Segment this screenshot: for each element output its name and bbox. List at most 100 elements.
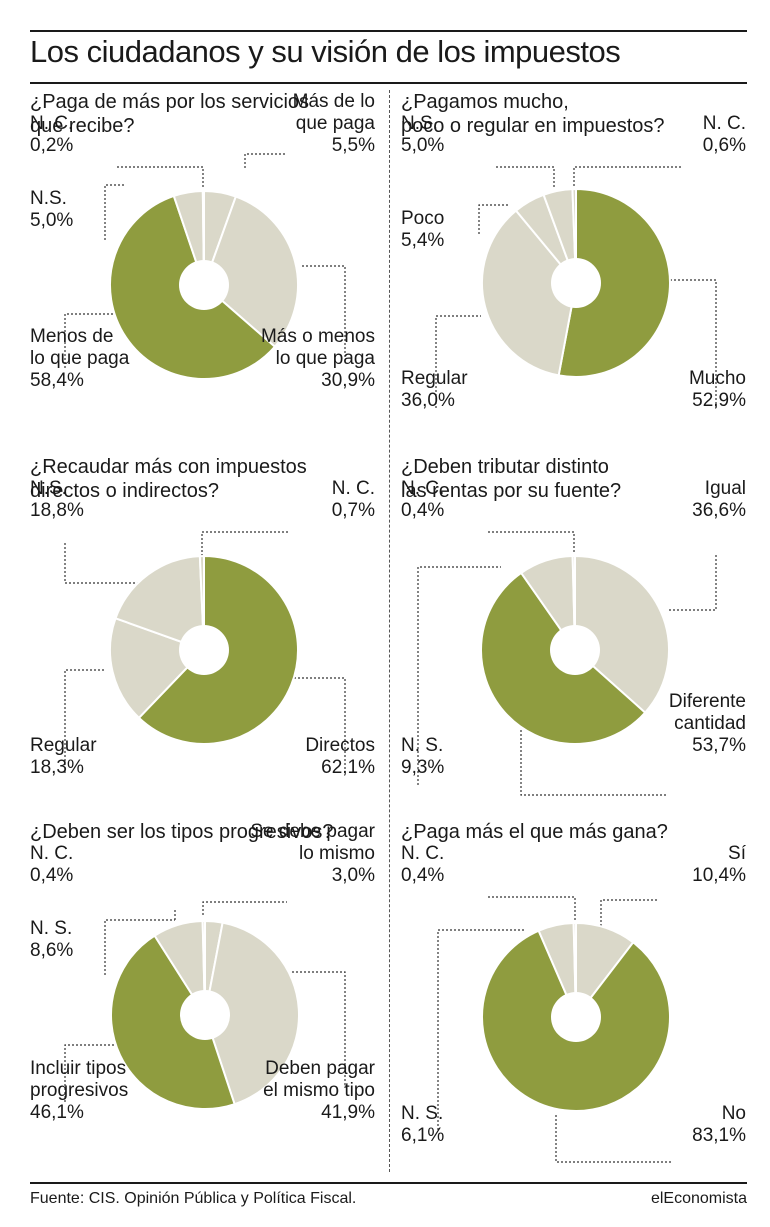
slice-name: N. S. — [401, 1103, 444, 1124]
leader-line — [600, 899, 658, 930]
slice-label-n-c: N. C. 0,7% — [332, 478, 375, 522]
slice-name: N. S. — [401, 735, 444, 756]
leader-line — [573, 166, 681, 186]
chart-question: ¿Deben ser los tipos progresivos? — [30, 821, 334, 843]
slice-label-igual: Igual 36,6% — [692, 478, 746, 522]
slice-label-n-c: N. C. 0,4% — [30, 843, 73, 887]
title-rule — [30, 82, 747, 84]
slice-regular — [481, 209, 578, 377]
chart-question: ¿Paga más el que más gana? — [401, 821, 668, 843]
slice-value: 8,6% — [30, 940, 74, 961]
leader-line — [302, 265, 346, 358]
chart-panel-5: ¿Deben ser los tipos progresivos? Se debe… — [30, 820, 375, 1190]
slice-value: 53,7% — [692, 735, 746, 756]
leader-line — [64, 313, 127, 368]
leader-line — [486, 896, 576, 920]
slice-label-regular: Regular 18,3% — [30, 735, 97, 779]
slice-label-n-c: N. C. 0,6% — [703, 113, 746, 157]
leader-line — [64, 669, 105, 773]
donut-chart — [437, 896, 671, 1163]
slice-value: 41,9% — [321, 1102, 375, 1123]
slice-name: Menos de lo que paga — [30, 326, 130, 369]
leader-line — [244, 153, 287, 168]
slice-name: Se debe pagar lo mismo — [250, 821, 375, 864]
leader-line — [520, 730, 666, 796]
slice-name: Regular — [30, 735, 97, 756]
slice-value: 0,4% — [401, 865, 445, 886]
slice-label-ns: N.S. 18,8% — [30, 478, 84, 522]
leader-line — [668, 555, 717, 611]
slice-value: 36,0% — [401, 390, 455, 411]
leader-line — [435, 315, 481, 408]
slice-name: Más o menos lo que paga — [260, 326, 375, 369]
slice-name: Incluir tipos progresivos — [30, 1058, 129, 1101]
chart-question: ¿Paga de más por los servicios que recib… — [30, 91, 310, 137]
slice-value: 3,0% — [331, 865, 375, 886]
leader-line — [667, 279, 717, 408]
slice-label-más-de-lo-que-paga: Más de lo que paga 5,5% — [293, 91, 375, 157]
leader-line — [417, 566, 501, 785]
slice-label-poco: Poco 5,4% — [401, 208, 444, 252]
chart-panel-6: ¿Paga más el que más gana? Sí 10,4% No 83,1%… — [401, 820, 746, 1190]
leader-line — [292, 971, 346, 1088]
page-title: Los ciudadanos y su visión de los impues… — [30, 34, 621, 69]
leader-line — [202, 901, 287, 915]
slice-name: No — [721, 1103, 746, 1124]
top-rule — [30, 30, 747, 32]
slice-value: 10,4% — [692, 865, 746, 886]
slice-label-se-debe-pagar-lo-mismo: Se debe pagar lo mismo 3,0% — [250, 821, 375, 887]
slice-label-n-c: N. C. 0,4% — [401, 843, 444, 887]
slice-name: N. C. — [30, 843, 74, 864]
slice-name: Diferente cantidad — [668, 691, 746, 734]
slice-value: 5,0% — [401, 135, 445, 156]
leader-line — [104, 184, 125, 240]
donut-chart — [435, 166, 717, 408]
slice-label-no: No 83,1% — [692, 1103, 746, 1147]
slice-name: N.S. — [30, 478, 67, 499]
slice-value: 0,4% — [401, 500, 445, 521]
slice-value: 83,1% — [692, 1125, 746, 1146]
slice-label-directos: Directos 62,1% — [305, 735, 375, 779]
slice-value: 5,4% — [401, 230, 445, 251]
slice-name: N.S. — [401, 113, 438, 134]
slice-label-deben-pagar-el-mismo-tipo: Deben pagar el mismo tipo 41,9% — [263, 1058, 375, 1124]
slice-mucho — [557, 187, 671, 378]
leader-line — [115, 166, 204, 187]
slice-value: 46,1% — [30, 1102, 84, 1123]
leader-line — [496, 166, 555, 187]
bottom-rule — [30, 1182, 747, 1184]
donut-hole — [180, 990, 230, 1040]
donut-hole — [179, 625, 229, 675]
slice-deben-pagar-el-mismo-tipo — [203, 921, 300, 1106]
slice-label-n-s: N. S. 8,6% — [30, 918, 73, 962]
slice-label-n-c: N. C. 0,4% — [401, 478, 444, 522]
slice-name: N. C. — [30, 113, 74, 134]
slice-name: Sí — [728, 843, 746, 864]
slice-value: 36,6% — [692, 500, 746, 521]
slice-value: 30,9% — [321, 370, 375, 391]
slice-incluir-tipos-progresivos — [110, 934, 236, 1110]
slice-value: 0,7% — [331, 500, 375, 521]
slice-igual — [574, 554, 670, 715]
chart-panel-1: ¿Paga de más por los servicios que recib… — [30, 90, 375, 460]
slice-name: Igual — [704, 478, 746, 499]
slice-value: 58,4% — [30, 370, 84, 391]
slice-label-n-s: N. S. 6,1% — [401, 1103, 444, 1147]
slice-label-ns: N.S. 5,0% — [30, 188, 73, 232]
slice-label-incluir-tipos-progresivos: Incluir tipos progresivos 46,1% — [30, 1058, 128, 1124]
slice-label-regular: Regular 36,0% — [401, 368, 468, 412]
slice-value: 6,1% — [401, 1125, 445, 1146]
slice-value: 0,6% — [702, 135, 746, 156]
column-divider — [389, 90, 390, 1172]
leader-line — [64, 543, 145, 584]
leader-line — [437, 929, 526, 1130]
donut-chart — [417, 531, 717, 796]
slice-name: N. S. — [30, 918, 73, 939]
slice-label-sí: Sí 10,4% — [692, 843, 746, 887]
slice-value: 18,8% — [30, 500, 84, 521]
slice-name: N. C. — [401, 478, 445, 499]
slice-value: 18,3% — [30, 757, 84, 778]
donut-chart — [64, 531, 346, 773]
slice-value: 5,5% — [331, 135, 375, 156]
slice-name: N. C. — [401, 843, 445, 864]
